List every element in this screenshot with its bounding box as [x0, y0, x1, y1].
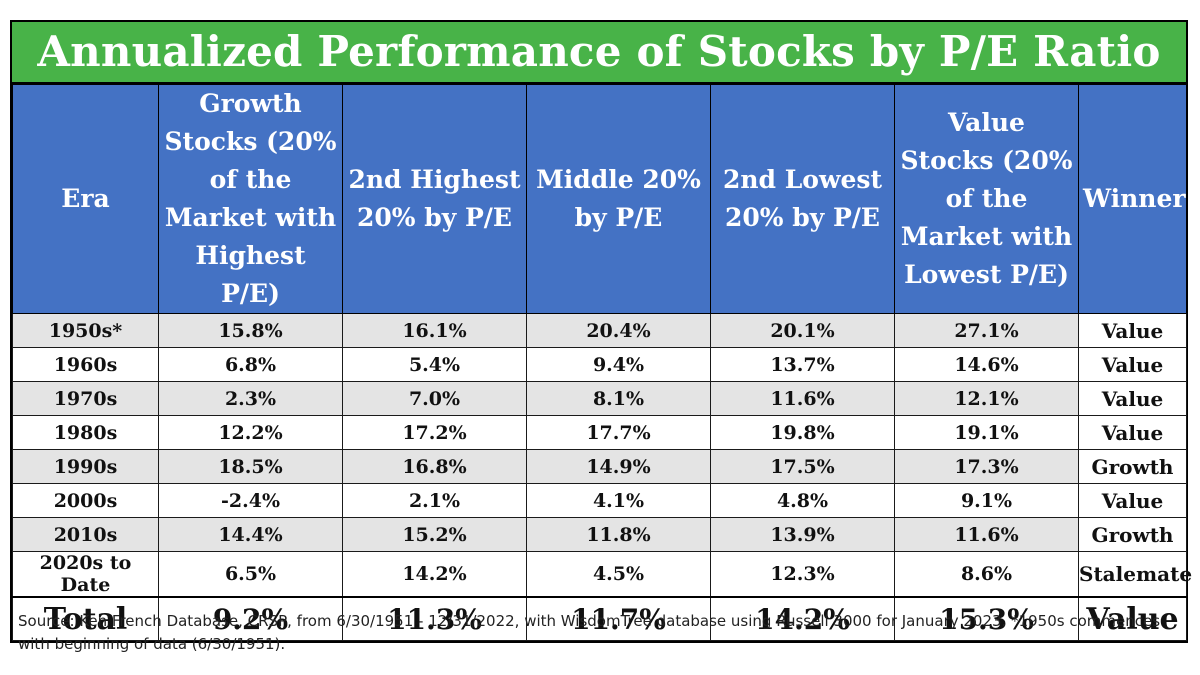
- total-growth: 9.2%: [158, 596, 343, 641]
- era-cell: 1960s: [12, 347, 159, 382]
- table-row: 2010s 14.4% 15.2% 11.8% 13.9% 11.6% Growth: [12, 517, 1187, 552]
- 2nd-highest-cell: 5.4%: [342, 347, 527, 382]
- era-cell: 1980s: [12, 415, 159, 450]
- growth-cell: 15.8%: [158, 313, 343, 348]
- header-2nd-lowest: 2nd Lowest 20% by P/E: [710, 84, 895, 314]
- header-growth-stocks: Growth Stocks (20% of the Market with Hi…: [158, 84, 343, 314]
- middle-cell: 4.5%: [526, 551, 711, 598]
- growth-cell: -2.4%: [158, 483, 343, 518]
- value-cell: 27.1%: [894, 313, 1079, 348]
- value-cell: 9.1%: [894, 483, 1079, 518]
- 2nd-highest-cell: 2.1%: [342, 483, 527, 518]
- 2nd-lowest-cell: 12.3%: [710, 551, 895, 598]
- total-value: 15.3%: [894, 596, 1079, 641]
- era-cell: 2000s: [12, 483, 159, 518]
- growth-cell: 12.2%: [158, 415, 343, 450]
- winner-cell: Growth: [1078, 517, 1187, 552]
- growth-cell: 6.8%: [158, 347, 343, 382]
- table-row: 1990s 18.5% 16.8% 14.9% 17.5% 17.3% Growth: [12, 449, 1187, 484]
- 2nd-lowest-cell: 20.1%: [710, 313, 895, 348]
- growth-cell: 6.5%: [158, 551, 343, 598]
- table-row: 1970s 2.3% 7.0% 8.1% 11.6% 12.1% Value: [12, 381, 1187, 416]
- winner-cell: Stalemate: [1078, 551, 1192, 598]
- header-2nd-highest: 2nd Highest 20% by P/E: [342, 84, 527, 314]
- table-body: 1950s* 15.8% 16.1% 20.4% 20.1% 27.1% Value 1960…: [12, 313, 1192, 598]
- 2nd-highest-cell: 15.2%: [342, 517, 527, 552]
- era-cell: 2020s to Date: [12, 551, 159, 598]
- winner-cell: Growth: [1078, 449, 1187, 484]
- middle-cell: 9.4%: [526, 347, 711, 382]
- table-row: 2020s to Date 6.5% 14.2% 4.5% 12.3% 8.6% Stale…: [12, 551, 1192, 598]
- winner-cell: Value: [1078, 347, 1187, 382]
- winner-cell: Value: [1078, 483, 1187, 518]
- value-cell: 11.6%: [894, 517, 1079, 552]
- performance-table: Era Growth Stocks (20% of the Market wit…: [12, 84, 1192, 641]
- middle-cell: 14.9%: [526, 449, 711, 484]
- growth-cell: 2.3%: [158, 381, 343, 416]
- total-label: Total: [12, 596, 159, 641]
- 2nd-highest-cell: 16.8%: [342, 449, 527, 484]
- source-note: Source: Ken French Database, CRSP, from …: [18, 612, 1161, 653]
- middle-cell: 17.7%: [526, 415, 711, 450]
- middle-cell: 8.1%: [526, 381, 711, 416]
- header-era: Era: [12, 84, 159, 314]
- value-cell: 19.1%: [894, 415, 1079, 450]
- total-2nd-lowest: 14.2%: [710, 596, 895, 641]
- winner-cell: Value: [1078, 381, 1187, 416]
- 2nd-highest-cell: 14.2%: [342, 551, 527, 598]
- 2nd-highest-cell: 7.0%: [342, 381, 527, 416]
- value-cell: 12.1%: [894, 381, 1079, 416]
- table-row: 1950s* 15.8% 16.1% 20.4% 20.1% 27.1% Value: [12, 313, 1187, 348]
- table-row: 1980s 12.2% 17.2% 17.7% 19.8% 19.1% Value: [12, 415, 1187, 450]
- value-cell: 17.3%: [894, 449, 1079, 484]
- growth-cell: 18.5%: [158, 449, 343, 484]
- value-cell: 8.6%: [894, 551, 1079, 598]
- growth-cell: 14.4%: [158, 517, 343, 552]
- middle-cell: 11.8%: [526, 517, 711, 552]
- table-title: Annualized Performance of Stocks by P/E …: [12, 22, 1186, 84]
- performance-table-figure: Annualized Performance of Stocks by P/E …: [10, 20, 1192, 643]
- total-winner: Value: [1078, 596, 1187, 641]
- middle-cell: 20.4%: [526, 313, 711, 348]
- winner-cell: Value: [1078, 415, 1187, 450]
- 2nd-lowest-cell: 4.8%: [710, 483, 895, 518]
- middle-cell: 4.1%: [526, 483, 711, 518]
- era-cell: 1950s*: [12, 313, 159, 348]
- 2nd-lowest-cell: 19.8%: [710, 415, 895, 450]
- value-cell: 14.6%: [894, 347, 1079, 382]
- 2nd-lowest-cell: 13.7%: [710, 347, 895, 382]
- 2nd-lowest-cell: 13.9%: [710, 517, 895, 552]
- 2nd-highest-cell: 16.1%: [342, 313, 527, 348]
- 2nd-lowest-cell: 17.5%: [710, 449, 895, 484]
- total-middle: 11.7%: [526, 596, 711, 641]
- total-row: Total 9.2% 11.3% 11.7% 14.2% 15.3% Value: [12, 596, 1187, 641]
- table-row: 1960s 6.8% 5.4% 9.4% 13.7% 14.6% Value: [12, 347, 1187, 382]
- table-row: 2000s -2.4% 2.1% 4.1% 4.8% 9.1% Value: [12, 483, 1187, 518]
- total-2nd-highest: 11.3%: [342, 596, 527, 641]
- 2nd-lowest-cell: 11.6%: [710, 381, 895, 416]
- era-cell: 1990s: [12, 449, 159, 484]
- era-cell: 1970s: [12, 381, 159, 416]
- winner-cell: Value: [1078, 313, 1187, 348]
- header-row: Era Growth Stocks (20% of the Market wit…: [12, 84, 1187, 314]
- header-middle: Middle 20% by P/E: [526, 84, 711, 314]
- era-cell: 2010s: [12, 517, 159, 552]
- 2nd-highest-cell: 17.2%: [342, 415, 527, 450]
- header-winner: Winner: [1078, 84, 1187, 314]
- header-value-stocks: Value Stocks (20% of the Market with Low…: [894, 84, 1079, 314]
